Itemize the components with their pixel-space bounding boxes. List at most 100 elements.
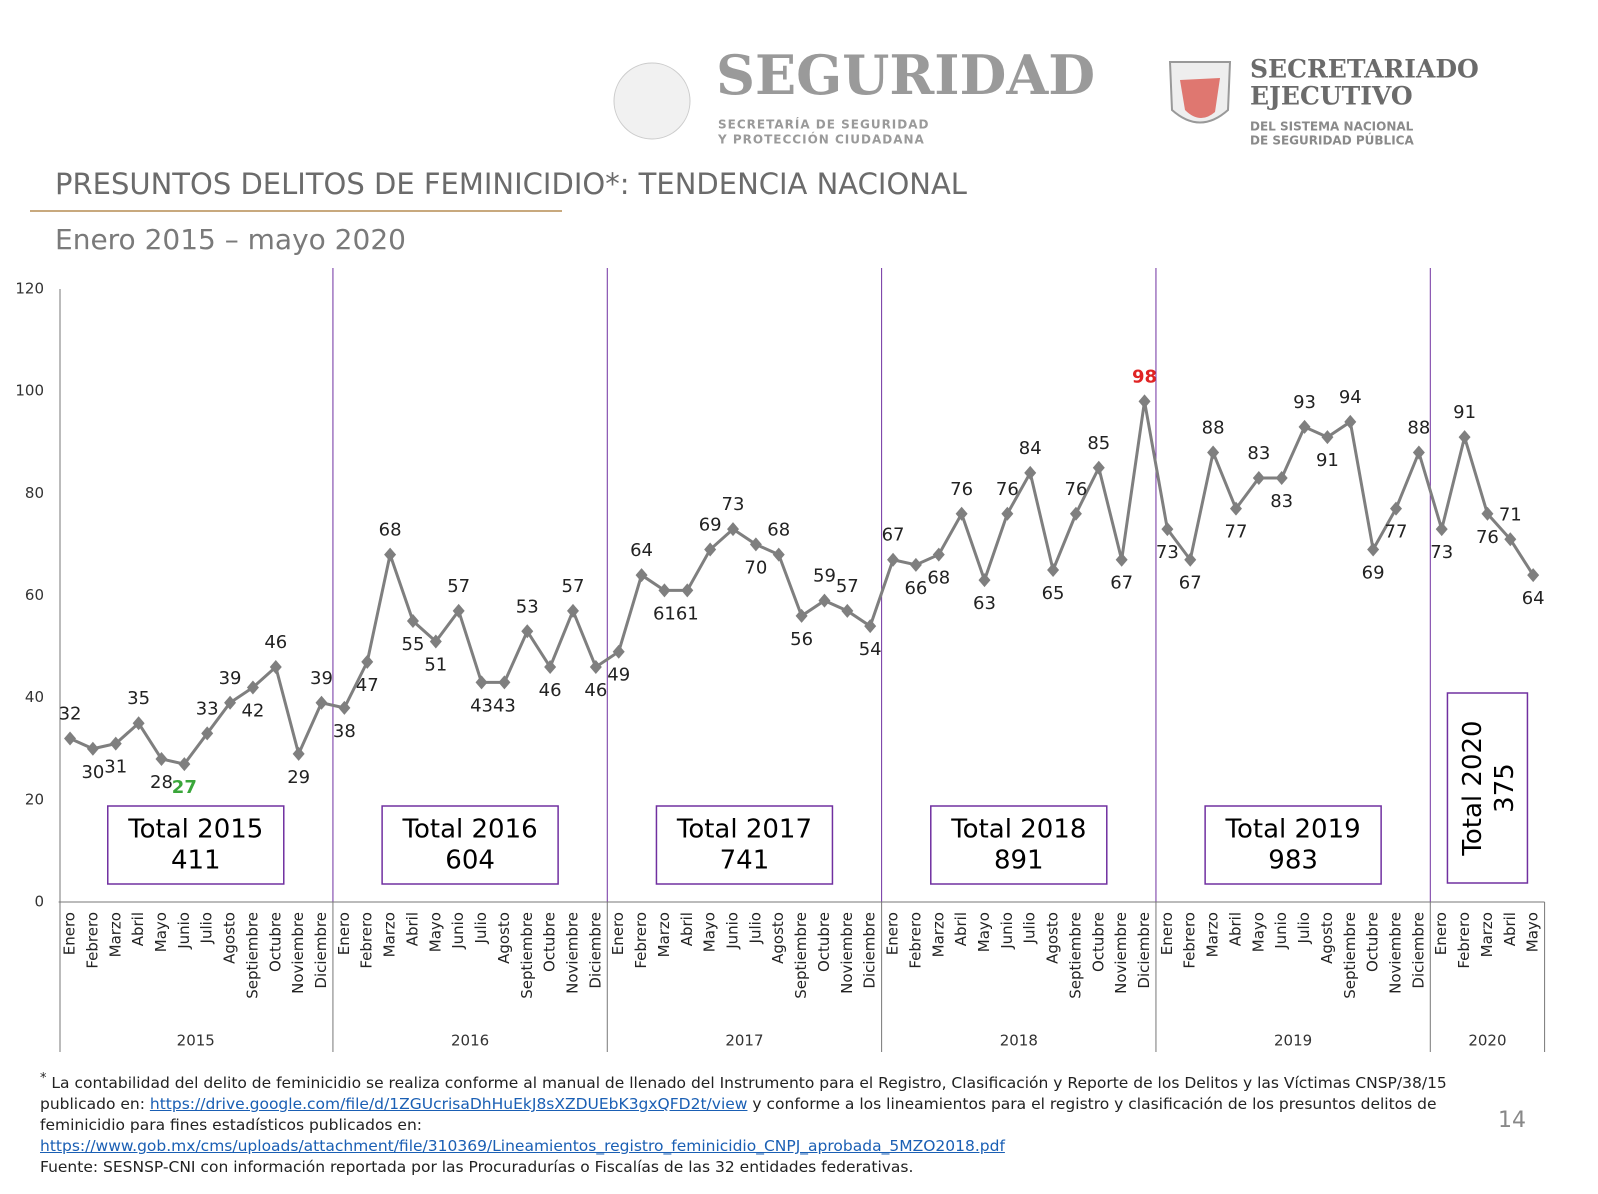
value-label: 88 [1407, 417, 1430, 438]
x-tick-label: Julio [472, 912, 490, 944]
marker [1092, 460, 1105, 475]
x-tick-label: Julio [1021, 912, 1039, 944]
x-tick-label: Julio [1295, 912, 1313, 944]
x-tick-label: Mayo [1249, 912, 1267, 952]
value-label: 93 [1293, 392, 1316, 413]
value-label: 38 [333, 721, 356, 742]
marker [1184, 552, 1197, 567]
x-tick-label: Abril [678, 912, 696, 946]
link[interactable]: https://drive.google.com/file/d/1ZGUcris… [149, 1095, 748, 1114]
marker [452, 603, 465, 618]
marker [429, 634, 442, 649]
total-value: 983 [1268, 846, 1318, 876]
total-label: Total 2016 [402, 815, 538, 845]
year-label: 2017 [725, 1032, 763, 1050]
marker [155, 751, 168, 766]
marker [1024, 465, 1037, 480]
x-tick-label: Octubre [815, 912, 833, 972]
x-tick-label: Marzo [929, 912, 947, 957]
value-label: 28 [150, 772, 173, 793]
logo-line: DEL SISTEMA NACIONAL [1250, 120, 1414, 134]
marker [1458, 430, 1471, 445]
x-tick-label: Septiembre [792, 912, 810, 999]
marker [978, 573, 991, 588]
year-label: 2018 [1000, 1032, 1038, 1050]
marker [1047, 562, 1060, 577]
value-label: 57 [836, 576, 859, 597]
footnote-text: y conforme a los lineamientos para el re… [40, 1095, 1437, 1135]
total-value: 411 [171, 846, 221, 876]
marker [1229, 501, 1242, 516]
value-label: 39 [219, 668, 242, 689]
x-tick-label: Junio [998, 912, 1016, 950]
x-tick-label: Diciembre [1409, 912, 1427, 989]
marker [1504, 532, 1517, 547]
marker [612, 644, 625, 659]
value-label: 65 [1042, 583, 1065, 604]
marker [1207, 445, 1220, 460]
logo-name: EJECUTIVO [1250, 82, 1413, 111]
marker [1367, 542, 1380, 557]
x-tick-label: Enero [335, 912, 353, 955]
logo-name: SEGURIDAD [716, 43, 1095, 107]
marker [955, 506, 968, 521]
y-tick-label: 40 [25, 688, 44, 706]
value-label: 71 [1499, 504, 1522, 525]
x-tick-label: Febrero [1181, 912, 1199, 969]
x-tick-label: Diciembre [312, 912, 330, 989]
x-tick-label: Octubre [541, 912, 559, 972]
marker [315, 695, 328, 710]
logo-line: Y PROTECCIÓN CIUDADANA [717, 132, 925, 147]
x-tick-label: Enero [884, 912, 902, 955]
year-label: 2015 [177, 1032, 215, 1050]
value-label: 57 [447, 576, 470, 597]
value-label: 67 [1110, 573, 1133, 594]
marker [1001, 506, 1014, 521]
x-tick-label: Septiembre [243, 912, 261, 999]
value-label: 91 [1453, 402, 1476, 423]
value-label: 91 [1316, 450, 1339, 471]
value-label: 94 [1339, 387, 1362, 408]
marker [1321, 430, 1334, 445]
value-label: 27 [172, 777, 197, 798]
value-label: 30 [81, 762, 104, 783]
x-tick-label: Abril [1226, 912, 1244, 946]
x-tick-label: Marzo [1478, 912, 1496, 957]
value-label: 73 [722, 494, 745, 515]
chart-subtitle: Enero 2015 – mayo 2020 [55, 223, 406, 256]
footnote-mark: * [40, 1071, 47, 1086]
value-label: 83 [1247, 443, 1270, 464]
x-tick-label: Junio [175, 912, 193, 950]
total-box [107, 805, 285, 885]
value-label: 66 [904, 578, 927, 599]
x-tick-label: Noviembre [838, 912, 856, 994]
page-number: 14 [1498, 1108, 1526, 1133]
x-tick-label: Octubre [266, 912, 284, 972]
year-label: 2020 [1468, 1032, 1506, 1050]
marker [178, 757, 191, 772]
x-tick-label: Julio [746, 912, 764, 944]
marker [841, 603, 854, 618]
value-label: 77 [1385, 522, 1408, 543]
footnote: * La contabilidad del delito de feminici… [40, 1068, 1460, 1178]
marker [1344, 414, 1357, 429]
logo-line: DE SEGURIDAD PÚBLICA [1250, 133, 1414, 148]
source: Fuente: SESNSP-CNI con información repor… [40, 1158, 914, 1177]
marker [246, 680, 259, 695]
marker [292, 746, 305, 761]
value-label: 76 [1064, 479, 1087, 500]
x-tick-label: Febrero [83, 912, 101, 969]
marker [772, 547, 785, 562]
x-tick-label: Julio [198, 912, 216, 944]
value-label: 85 [1087, 433, 1110, 454]
value-label: 35 [127, 688, 150, 709]
chart-title: PRESUNTOS DELITOS DE FEMINICIDIO*: TENDE… [55, 167, 967, 201]
value-label: 68 [379, 520, 402, 541]
marker [727, 522, 740, 537]
x-tick-label: Noviembre [289, 912, 307, 994]
marker [64, 731, 77, 746]
marker [932, 547, 945, 562]
link[interactable]: https://www.gob.mx/cms/uploads/attachmen… [40, 1137, 1005, 1156]
marker [1252, 471, 1265, 486]
